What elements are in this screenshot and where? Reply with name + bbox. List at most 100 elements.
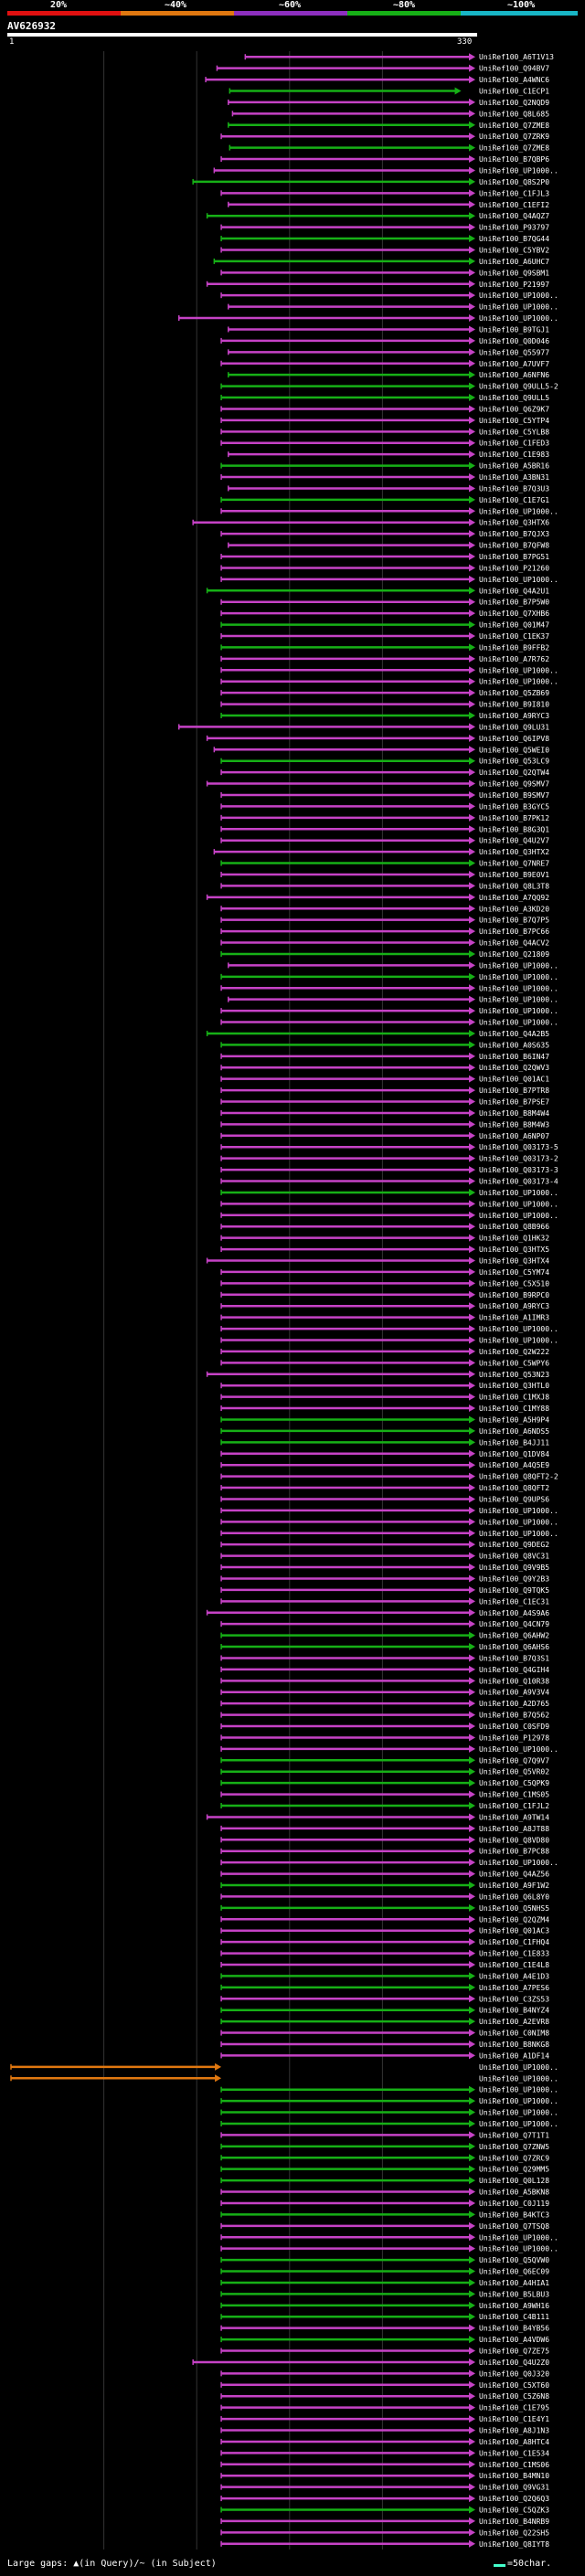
hit-arrow xyxy=(469,1541,475,1549)
hit-arrow xyxy=(469,2018,475,2026)
hit-arrow xyxy=(469,859,475,867)
hit-label: UniRef100_UP1000.. xyxy=(479,961,558,970)
hit-arrow xyxy=(469,1472,475,1480)
hit-arrow xyxy=(469,2483,475,2491)
hit-label: UniRef100_C5YBV2 xyxy=(479,246,549,254)
hit-arrow xyxy=(469,632,475,641)
hit-label: UniRef100_C5Z6N8 xyxy=(479,2392,549,2401)
hit-label: UniRef100_B4KTC3 xyxy=(479,2210,549,2219)
hit-arrow xyxy=(469,1097,475,1106)
hit-label: UniRef100_C5YTP4 xyxy=(479,417,549,425)
hit-label: UniRef100_Q4U2V7 xyxy=(479,837,549,845)
identity-legend: 20% ~40% ~60% ~80% ~100% xyxy=(0,0,585,18)
hit-label: UniRef100_B7PSE7 xyxy=(479,1098,549,1107)
hit-label: UniRef100_B7QBP6 xyxy=(479,155,549,164)
hit-arrow xyxy=(469,598,475,606)
hit-arrow xyxy=(469,1223,475,1231)
hit-arrow xyxy=(469,1574,475,1583)
hit-label: UniRef100_UP1000.. xyxy=(479,1019,558,1027)
hit-arrow xyxy=(469,779,475,788)
hit-arrow xyxy=(469,359,475,367)
hit-arrow xyxy=(469,2369,475,2378)
hit-label: UniRef100_A4Q5E9 xyxy=(479,1461,549,1469)
hit-arrow xyxy=(469,1052,475,1060)
hit-arrow xyxy=(469,1029,475,1037)
hit-arrow xyxy=(469,177,475,186)
hit-label: UniRef100_B9RPC0 xyxy=(479,1291,549,1299)
hit-arrow xyxy=(454,87,462,95)
hit-label: UniRef100_Q9ULL5-2 xyxy=(479,383,558,391)
hit-label: UniRef100_A9RYC3 xyxy=(479,1302,549,1310)
hit-label: UniRef100_Q6Z9K7 xyxy=(479,405,549,413)
hit-label: UniRef100_Q9SBM1 xyxy=(479,269,549,277)
hit-arrow xyxy=(469,2460,475,2468)
hit-label: UniRef100_Q29MM5 xyxy=(479,2166,549,2174)
hit-arrow xyxy=(469,2403,475,2412)
hit-label: UniRef100_Q94BV7 xyxy=(479,65,549,73)
hit-arrow xyxy=(469,2517,475,2525)
hit-arrow xyxy=(469,2539,475,2548)
hit-label: UniRef100_C5QPK9 xyxy=(479,1779,549,1787)
hit-arrow xyxy=(469,848,475,856)
hit-arrow xyxy=(469,2301,475,2309)
hit-arrow xyxy=(469,1131,475,1140)
hit-label: UniRef100_Q2W222 xyxy=(479,1348,549,1356)
hit-label: UniRef100_Q8L3T8 xyxy=(479,882,549,890)
hit-arrow xyxy=(469,802,475,811)
hit-label: UniRef100_B7QJX3 xyxy=(479,530,549,538)
hit-arrow xyxy=(469,1211,475,1219)
hit-label: UniRef100_A9TW14 xyxy=(479,1813,549,1821)
hit-arrow xyxy=(469,507,475,515)
hit-label: UniRef100_C1ECP1 xyxy=(479,87,549,95)
hit-arrow xyxy=(469,2528,475,2537)
hit-label: UniRef100_Q5VR02 xyxy=(479,1768,549,1776)
hit-arrow xyxy=(469,1995,475,2003)
hit-label: UniRef100_Q6EC09 xyxy=(479,2268,549,2276)
hit-arrow xyxy=(469,825,475,833)
hit-arrow xyxy=(469,1200,475,1208)
hit-label: UniRef100_P12978 xyxy=(479,1733,549,1742)
hit-label: UniRef100_Q8IYT8 xyxy=(479,2540,549,2549)
hit-label: UniRef100_C1E4Y1 xyxy=(479,2415,549,2423)
hit-arrow xyxy=(469,1585,475,1594)
hit-arrow xyxy=(469,189,475,197)
hit-label: UniRef100_UP1000.. xyxy=(479,996,558,1004)
hit-label: UniRef100_Q3HTL0 xyxy=(479,1382,549,1390)
hit-label: UniRef100_C1MXJ8 xyxy=(479,1394,549,1402)
hit-arrow xyxy=(469,1859,475,1867)
hit-label: UniRef100_UP1000.. xyxy=(479,2063,558,2072)
hit-label: UniRef100_A4E1D3 xyxy=(479,1972,549,1980)
hit-label: UniRef100_A5BR16 xyxy=(479,462,549,471)
hit-arrow xyxy=(469,1290,475,1299)
hit-label: UniRef100_C1FJL3 xyxy=(479,189,549,197)
hit-arrow xyxy=(469,1552,475,1560)
hit-label: UniRef100_Q8VD80 xyxy=(479,1836,549,1844)
hit-label: UniRef100_B8G3Q1 xyxy=(479,825,549,833)
hit-arrow xyxy=(469,1790,475,1798)
hit-label: UniRef100_UP1000.. xyxy=(479,507,558,515)
hit-label: UniRef100_A2D765 xyxy=(479,1700,549,1708)
hit-arrow xyxy=(469,2324,475,2332)
hit-arrow xyxy=(469,1654,475,1662)
hit-label: UniRef100_C5X510 xyxy=(479,1279,549,1288)
hit-arrow xyxy=(469,1723,475,1731)
hit-arrow xyxy=(469,1495,475,1503)
hit-label: UniRef100_Q8QFT2-2 xyxy=(479,1473,558,1481)
hit-label: UniRef100_UP1000.. xyxy=(479,1507,558,1515)
hit-arrow xyxy=(469,1484,475,1492)
hit-label: UniRef100_Q2QTW4 xyxy=(479,769,549,777)
hit-arrow xyxy=(469,2131,475,2139)
hit-label: UniRef100_B8M4W4 xyxy=(479,1109,549,1118)
hit-label: UniRef100_UP1000.. xyxy=(479,984,558,992)
hit-label: UniRef100_Q01M47 xyxy=(479,621,549,630)
hit-label: UniRef100_UP1000.. xyxy=(479,2086,558,2094)
hit-arrow xyxy=(469,2358,475,2366)
hit-label: UniRef100_Q7T1T1 xyxy=(479,2131,549,2139)
hit-label: UniRef100_A8HTC4 xyxy=(479,2438,549,2446)
hit-arrow xyxy=(469,1802,475,1810)
hit-arrow xyxy=(469,235,475,243)
hit-arrow xyxy=(469,1711,475,1719)
footer-note: Large gaps: ▲(in Query)/~ (in Subject) xyxy=(7,2559,217,2569)
hit-label: UniRef100_A9RYC3 xyxy=(479,712,549,720)
hit-arrow xyxy=(469,2142,475,2150)
